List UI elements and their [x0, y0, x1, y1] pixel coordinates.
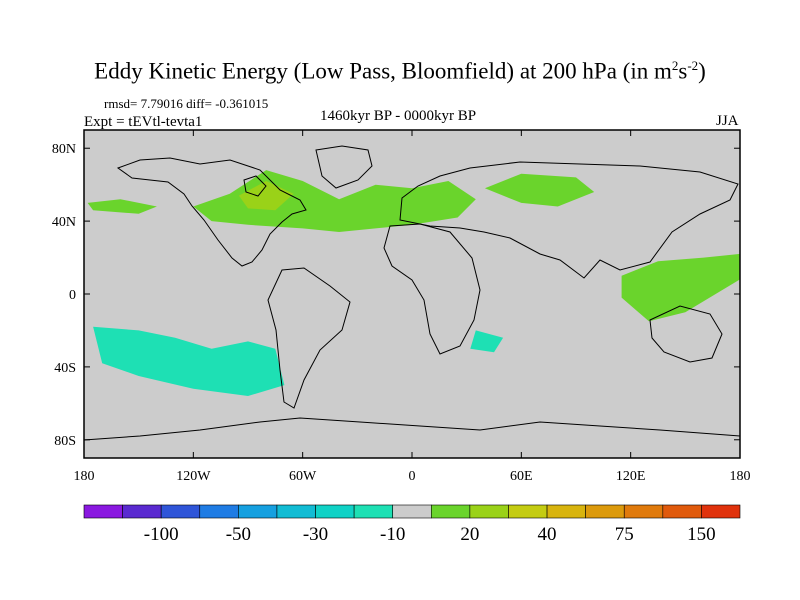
x-tick-label: 180 [730, 469, 751, 484]
colorbar-swatch-1 [122, 504, 162, 519]
colorbar-label: -100 [144, 524, 179, 545]
map-axes: 180 120W 60W 0 60E 120E 180 80N 40N 0 40S 80S [52, 130, 751, 484]
colorbar-label: -30 [303, 524, 328, 545]
eurasia-coast [399, 161, 739, 279]
season-label: JJA [716, 113, 739, 129]
title-main: Eddy Kinetic Energy (Low Pass, Bloomfiel… [94, 58, 672, 84]
experiment-label: Expt = tEVtl-tevta1 [84, 114, 203, 130]
coastlines [84, 145, 740, 441]
south-america-coast [267, 267, 351, 409]
colorbar-swatch-4 [238, 504, 278, 519]
region-north-pacific-positive [87, 199, 157, 214]
title-sup1: 2 [671, 58, 679, 73]
region-eurasia-positive [484, 173, 595, 207]
colorbar-label: 40 [538, 524, 557, 545]
colorbar-swatch-8 [392, 504, 432, 519]
colorbar-label: -50 [226, 524, 251, 545]
chart-title: Eddy Kinetic Energy (Low Pass, Bloomfiel… [0, 58, 800, 85]
y-tick-label: 40N [52, 215, 76, 230]
colorbar-swatch-15 [662, 504, 702, 519]
stats-label: rmsd= 7.79016 diff= -0.361015 [104, 96, 269, 111]
colorbar-swatch-10 [469, 504, 509, 519]
x-tick-label: 120W [176, 469, 211, 484]
colorbar-swatch-0 [83, 504, 123, 519]
colorbar-swatch-16 [701, 504, 741, 519]
title-end: ) [698, 58, 706, 84]
colorbar-label: 75 [615, 524, 634, 545]
colorbar-swatch-14 [623, 504, 664, 519]
x-tick-label: 120E [616, 469, 646, 484]
region-indian-ocean-negative [470, 330, 504, 353]
region-south-pacific-negative [93, 326, 285, 396]
region-west-pacific-positive [621, 253, 740, 322]
australia-coast [649, 305, 723, 363]
x-tick-label: 180 [74, 469, 95, 484]
y-tick-label: 40S [54, 361, 76, 376]
title-sup2: -2 [687, 58, 699, 73]
antarctica-coast [84, 417, 740, 441]
greenland-coast [315, 145, 373, 189]
x-tick-label: 60W [289, 469, 317, 484]
colorbar-label: 150 [687, 524, 716, 545]
anomaly-regions [87, 170, 740, 396]
x-tick-label: 0 [409, 469, 416, 484]
colorbar-swatch-5 [276, 504, 316, 519]
colorbar-swatch-13 [585, 504, 625, 519]
y-tick-label: 80N [52, 142, 76, 157]
period-label: 1460kyr BP - 0000kyr BP [320, 108, 477, 124]
y-tick-label: 80S [54, 434, 76, 449]
colorbar-swatch-7 [353, 504, 394, 519]
title-mid: s [678, 58, 688, 84]
colorbar-swatch-3 [199, 504, 239, 519]
colorbar-swatch-12 [546, 504, 586, 519]
colorbar-swatch-11 [508, 504, 548, 519]
colorbar-label: 20 [460, 524, 479, 545]
colorbar-swatch-6 [315, 504, 355, 519]
x-tick-label: 60E [510, 469, 533, 484]
colorbar: -100 -50 -30 -10 20 40 75 150 [83, 504, 741, 545]
africa-coast [383, 223, 481, 355]
colorbar-swatch-2 [160, 504, 201, 519]
hudson-bay-coast [243, 175, 267, 197]
colorbar-swatch-9 [430, 504, 471, 519]
north-america-coast [116, 157, 307, 267]
colorbar-label: -10 [380, 524, 405, 545]
y-tick-label: 0 [69, 288, 76, 303]
region-hudson-bay-positive [238, 181, 294, 211]
